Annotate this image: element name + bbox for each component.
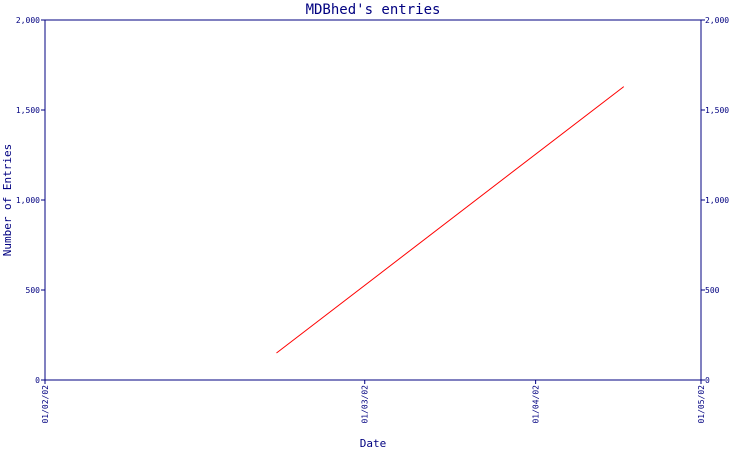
y-axis-right: 0 500 1,000 1,500 2,000 (701, 16, 729, 385)
x-tick-label: 01/03/02 (361, 385, 370, 424)
series-line (276, 86, 625, 354)
y-tick-label-right: 0 (705, 376, 710, 385)
x-axis: 01/02/02 01/03/02 01/04/02 01/05/02 (41, 380, 706, 424)
y-tick-label-left: 2,000 (16, 16, 40, 25)
x-tick-label: 01/04/02 (532, 385, 541, 424)
chart-title: MDBhed's entries (306, 2, 441, 18)
x-tick-label: 01/05/02 (697, 385, 706, 424)
y-tick-label-left: 1,000 (16, 196, 40, 205)
series-group (276, 86, 625, 354)
y-tick-label-left: 0 (35, 376, 40, 385)
y-axis-left: 0 500 1,000 1,500 2,000 (16, 16, 45, 385)
y-tick-label-right: 1,500 (705, 106, 729, 115)
y-tick-label-left: 1,500 (16, 106, 40, 115)
y-tick-label-right: 2,000 (705, 16, 729, 25)
x-axis-label: Date (360, 437, 387, 450)
y-tick-label-left: 500 (26, 286, 41, 295)
plot-area (44, 19, 702, 381)
x-tick-label: 01/02/02 (41, 385, 50, 424)
y-tick-label-right: 1,000 (705, 196, 729, 205)
y-tick-label-right: 500 (705, 286, 720, 295)
y-axis-label: Number of Entries (1, 144, 14, 257)
